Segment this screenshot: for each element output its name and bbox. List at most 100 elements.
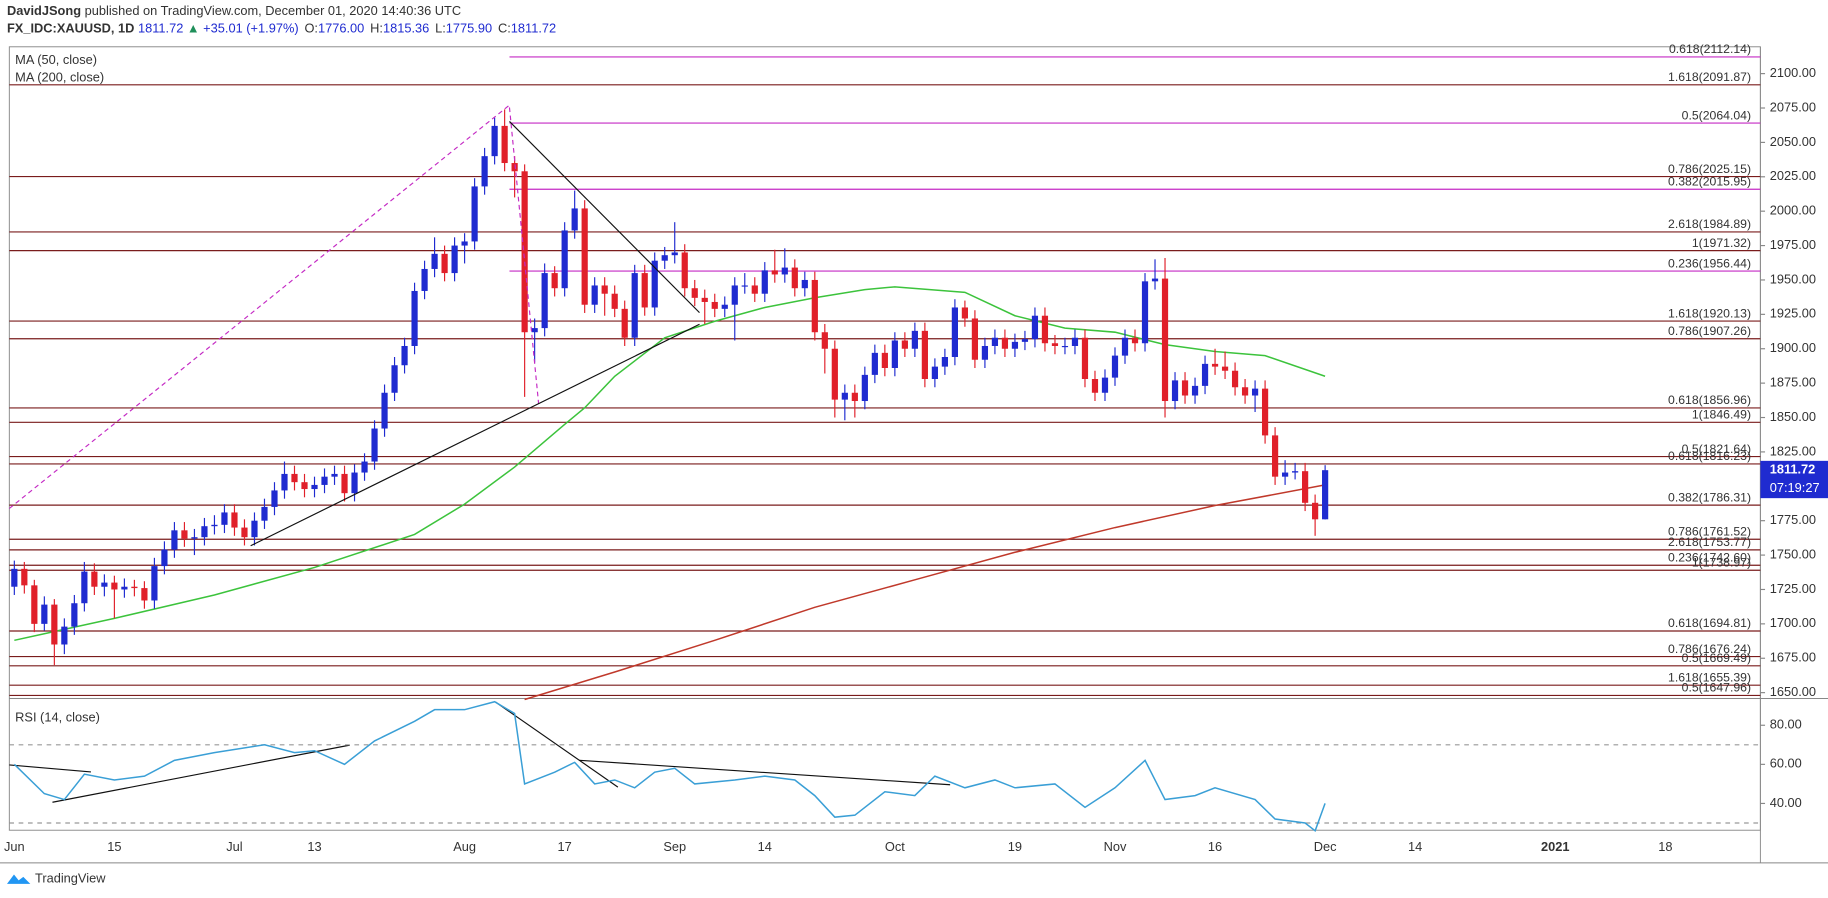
- x-tick-label: 17: [558, 839, 572, 854]
- candle-body: [711, 301, 718, 309]
- candle-body: [1051, 343, 1059, 346]
- candle-body: [911, 330, 918, 349]
- x-tick-label: Jun: [4, 839, 25, 854]
- candle-body: [541, 273, 548, 329]
- candle-body: [271, 490, 278, 507]
- candle-body: [31, 585, 38, 624]
- fib-label: 0.382(1786.31): [1668, 490, 1751, 504]
- candle-body: [241, 527, 248, 538]
- trend-line: [8, 104, 510, 509]
- y-tick-label: 1700.00: [1770, 615, 1816, 630]
- candle-body: [1141, 281, 1149, 344]
- rsi-trend-line: [9, 764, 91, 773]
- fib-label: 1.618(1920.13): [1668, 306, 1751, 320]
- candle-body: [311, 484, 318, 490]
- candle-body: [951, 307, 958, 357]
- candle-body: [211, 524, 218, 527]
- candle-body: [561, 230, 568, 289]
- y-tick-label: 1900.00: [1770, 340, 1816, 355]
- candle-body: [1322, 470, 1329, 520]
- fib-label: 0.5(1669.49): [1682, 651, 1751, 665]
- candle-body: [521, 171, 528, 333]
- candle-body: [51, 604, 58, 645]
- candle-body: [181, 530, 188, 539]
- x-tick-label: 15: [107, 839, 121, 854]
- candle-body: [871, 352, 878, 375]
- y-tick-label: 1650.00: [1770, 684, 1816, 699]
- x-tick-label: Dec: [1314, 839, 1337, 854]
- published: published on TradingView.com, December 0…: [81, 3, 461, 18]
- fib-label: 0.618(2112.14): [1669, 42, 1751, 56]
- candle-body: [1191, 385, 1199, 396]
- candle-body: [11, 568, 18, 587]
- footer-brand: TradingView: [35, 871, 106, 886]
- candle-body: [961, 307, 969, 319]
- y-tick-label: 1950.00: [1770, 271, 1816, 286]
- symbol: FX_IDC:XAUUSD, 1D: [7, 21, 134, 36]
- x-tick-label: Sep: [663, 839, 686, 854]
- candle-body: [1151, 278, 1159, 282]
- change: +35.01 (+1.97%): [203, 21, 298, 36]
- fib-label: 0.786(1676.24): [1668, 642, 1751, 656]
- candle-body: [1121, 337, 1129, 356]
- candle-body: [1031, 315, 1039, 340]
- candle-body: [1271, 435, 1279, 477]
- candle-body: [331, 473, 338, 477]
- x-tick-label: Aug: [453, 839, 476, 854]
- candle-body: [921, 330, 928, 380]
- ohlc-value: 1815.36: [383, 21, 429, 36]
- trend-line: [250, 323, 700, 547]
- fib-label: 1.618(2091.87): [1668, 70, 1751, 84]
- rsi-trend-line: [579, 759, 951, 786]
- candle-body: [261, 506, 268, 521]
- candle-body: [351, 472, 358, 494]
- fib-label: 0.5(1647.96): [1682, 681, 1751, 695]
- candle-body: [1081, 337, 1089, 380]
- y-tick-label: 1725.00: [1770, 581, 1816, 596]
- rsi-line: [13, 700, 1326, 833]
- candle-body: [401, 345, 408, 366]
- candle-body: [191, 537, 198, 539]
- y-tick-label: 1875.00: [1770, 375, 1816, 390]
- trend-line: [508, 107, 540, 404]
- candle-body: [941, 356, 948, 367]
- candle-body: [811, 279, 818, 333]
- candle-body: [901, 340, 908, 349]
- x-tick-label: Nov: [1104, 839, 1127, 854]
- fib-label: 0.618(1816.23): [1668, 449, 1751, 463]
- candle-body: [1221, 366, 1229, 371]
- candle-body: [1071, 337, 1079, 346]
- candle-body: [831, 348, 838, 400]
- fib-label: 0.382(2015.95): [1668, 174, 1751, 188]
- last-price-tag: [1760, 460, 1828, 480]
- ohlc-key: C:: [498, 21, 511, 36]
- moving-average: [14, 286, 1326, 642]
- ohlc-value: 1776.00: [318, 21, 364, 36]
- x-tick-label: 18: [1658, 839, 1672, 854]
- candle-body: [321, 476, 328, 485]
- candle-body: [421, 268, 428, 291]
- candle-body: [441, 253, 448, 274]
- ohlc-key: O:: [304, 21, 318, 36]
- ma200-legend: MA (200, close): [15, 70, 104, 85]
- candle-body: [891, 340, 898, 368]
- candle-body: [631, 273, 638, 338]
- candle-body: [851, 392, 858, 402]
- y-tick-label: 1750.00: [1770, 546, 1816, 561]
- candle-body: [171, 530, 178, 550]
- x-tick-label: 2021: [1541, 839, 1570, 854]
- y-tick-label: 1925.00: [1770, 306, 1816, 321]
- ohlc-value: 1811.72: [511, 21, 556, 36]
- rsi-tick-label: 40.00: [1770, 795, 1802, 810]
- candle-body: [531, 328, 538, 333]
- candle-body: [1161, 278, 1169, 402]
- candle-body: [1231, 370, 1239, 388]
- candle-body: [391, 365, 398, 393]
- candle-body: [1131, 337, 1139, 344]
- author: DavidJSong: [7, 3, 81, 18]
- candle-body: [161, 549, 168, 567]
- candle-body: [741, 285, 748, 287]
- candle-body: [131, 586, 138, 589]
- candle-body: [481, 156, 488, 187]
- candle-body: [761, 270, 768, 294]
